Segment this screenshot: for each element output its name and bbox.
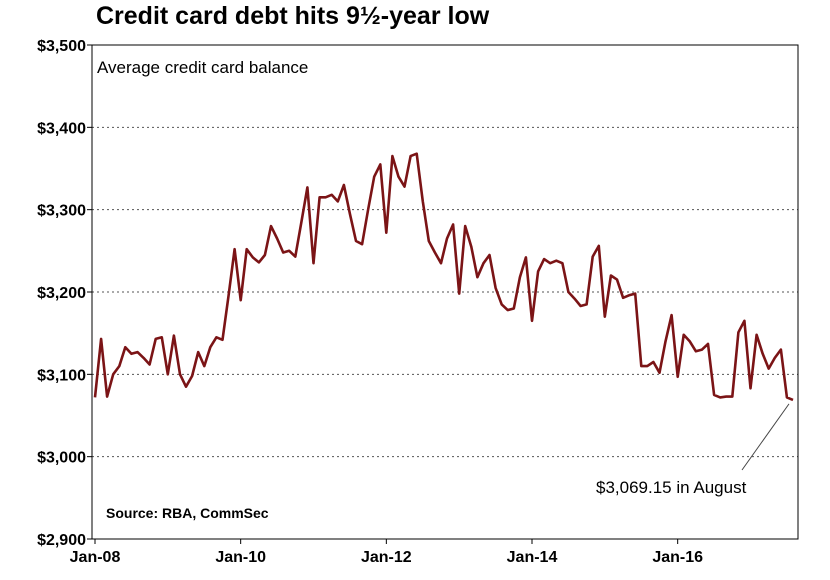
chart-source: Source: RBA, CommSec <box>106 505 269 521</box>
y-tick-label: $3,400 <box>37 120 86 137</box>
y-axis: $3,500 $3,400 $3,300 $3,200 $3,100 $3,000 $2,9… <box>37 38 92 549</box>
y-tick-label: $2,900 <box>37 532 86 549</box>
annotation-label: $3,069.15 in August <box>596 478 747 497</box>
chart-subtitle: Average credit card balance <box>97 58 308 77</box>
chart-title: Credit card debt hits 9½-year low <box>96 2 490 30</box>
series-line <box>93 152 794 402</box>
grid-layer <box>92 126 798 458</box>
y-tick-label: $3,200 <box>37 285 86 302</box>
y-tick-label: $3,500 <box>37 38 86 55</box>
x-tick-label: Jan-14 <box>507 549 558 566</box>
x-axis: Jan-08 Jan-10 Jan-12 Jan-14 Jan-16 <box>70 539 703 566</box>
annotation-leader <box>741 403 790 471</box>
y-tick-label: $3,300 <box>37 203 86 220</box>
x-tick-label: Jan-16 <box>652 549 703 566</box>
series-layer <box>93 152 794 402</box>
x-tick-label: Jan-12 <box>361 549 412 566</box>
x-tick-label: Jan-10 <box>215 549 266 566</box>
x-tick-label: Jan-08 <box>70 549 121 566</box>
y-tick-label: $3,000 <box>37 450 86 467</box>
y-tick-label: $3,100 <box>37 367 86 384</box>
